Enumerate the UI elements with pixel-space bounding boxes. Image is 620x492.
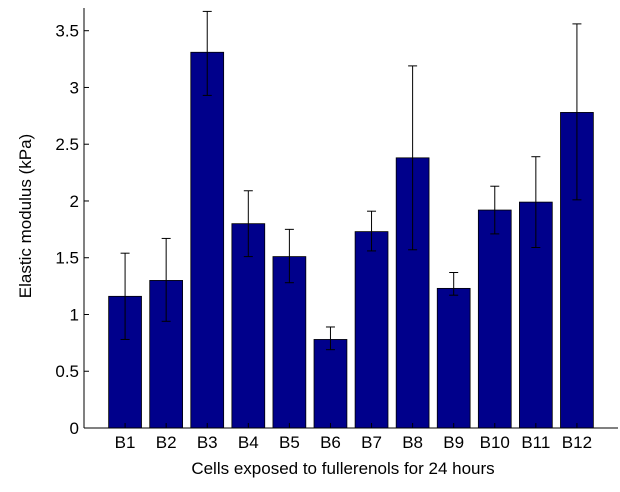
y-tick-label: 2 [70, 192, 79, 211]
error-bar-B12 [572, 23, 582, 201]
error-bar-B8 [408, 65, 418, 251]
bar-B10 [477, 209, 512, 429]
error-bar-B5 [284, 228, 294, 284]
error-bars-layer [120, 10, 582, 351]
x-tick-label: B8 [402, 433, 423, 452]
error-bar-B1 [120, 252, 130, 340]
x-tick-label: B5 [279, 433, 300, 452]
x-axis-title: Cells exposed to fullerenols for 24 hour… [191, 459, 494, 478]
y-tick-label: 3.5 [55, 22, 79, 41]
x-tick-label: B7 [361, 433, 382, 452]
x-tick-label: B2 [156, 433, 177, 452]
bar-B7 [354, 231, 389, 429]
x-tick-label: B12 [562, 433, 592, 452]
bar-B6 [313, 339, 348, 429]
tick-labels: B1 B2 B3 B4 B5 B6 B7 B8 B9 B10 B11 B12 0 0.5 1 1.5 2 2.5 3… [55, 22, 592, 452]
error-bar-B10 [490, 185, 500, 235]
error-bar-B7 [367, 210, 377, 252]
x-tick-label: B6 [320, 433, 341, 452]
y-tick-label: 1.5 [55, 249, 79, 268]
x-tick-label: B11 [521, 433, 550, 452]
error-bar-B11 [531, 156, 541, 249]
x-tick-label: B4 [238, 433, 259, 452]
y-axis-title: Elastic modulus (kPa) [16, 134, 35, 298]
bars-layer [108, 51, 594, 429]
x-tick-label: B3 [197, 433, 218, 452]
error-bar-B3 [202, 10, 212, 96]
error-bar-B4 [243, 190, 253, 258]
y-tick-label: 3 [70, 78, 79, 97]
y-tick-label: 0 [70, 419, 79, 438]
y-tick-label: 1 [70, 305, 79, 324]
x-tick-label: B9 [443, 433, 464, 452]
y-tick-label: 2.5 [55, 135, 79, 154]
x-tick-label: B10 [480, 433, 510, 452]
error-bar-B2 [161, 237, 171, 322]
axes [83, 8, 618, 429]
bar-B3 [190, 51, 225, 429]
x-tick-label: B1 [115, 433, 136, 452]
y-tick-label: 0.5 [55, 362, 79, 381]
error-bar-B9 [449, 271, 459, 296]
error-bar-B6 [325, 326, 335, 351]
bar-B5 [272, 256, 307, 429]
bar-B9 [436, 287, 471, 429]
